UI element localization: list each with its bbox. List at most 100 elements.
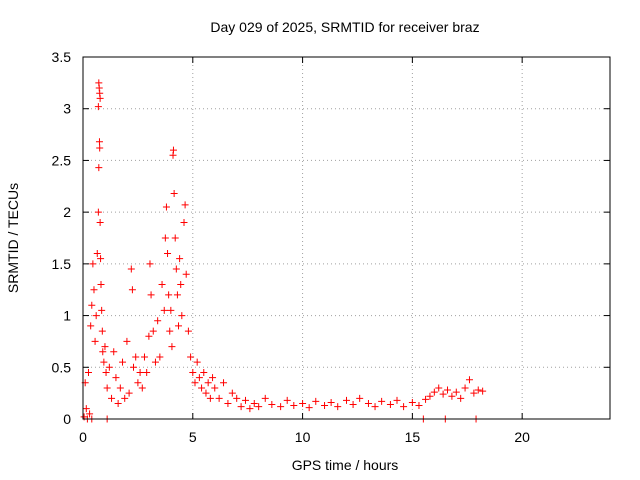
data-point (167, 306, 175, 314)
data-point (96, 218, 104, 226)
data-point (86, 410, 94, 418)
data-point (132, 353, 140, 361)
x-axis-label: GPS time / hours (292, 457, 399, 473)
data-point (160, 306, 168, 314)
data-point (457, 394, 465, 402)
data-point (228, 389, 236, 397)
data-point (98, 327, 106, 335)
x-tick-label: 15 (405, 429, 421, 445)
data-point (161, 234, 169, 242)
data-point (193, 358, 201, 366)
y-tick-label: 3 (63, 101, 71, 117)
data-point (255, 403, 263, 411)
data-point (149, 327, 157, 335)
plot-frame (82, 56, 611, 420)
data-point (89, 260, 97, 268)
data-point (299, 399, 307, 407)
data-point (200, 368, 208, 376)
data-point (128, 286, 136, 294)
data-point (356, 394, 364, 402)
data-point (195, 374, 203, 382)
data-point (393, 396, 401, 404)
data-point (91, 337, 99, 345)
data-point (327, 398, 335, 406)
data-point (125, 389, 133, 397)
data-point (116, 384, 124, 392)
data-point (250, 399, 258, 407)
data-point (215, 394, 223, 402)
data-point (224, 399, 232, 407)
data-point (145, 332, 153, 340)
data-point (127, 265, 135, 273)
data-point (95, 138, 103, 146)
data-point (154, 317, 162, 325)
data-point (99, 348, 107, 356)
data-point (435, 384, 443, 392)
data-point (198, 384, 206, 392)
data-point (211, 384, 219, 392)
data-point (290, 402, 298, 410)
data-point (181, 201, 189, 209)
data-point (191, 379, 199, 387)
y-tick-label: 2 (63, 204, 71, 220)
data-point (206, 394, 214, 402)
data-point (470, 389, 478, 397)
data-point (146, 260, 154, 268)
data-point (176, 255, 184, 263)
data-point (277, 403, 285, 411)
data-point (444, 386, 452, 394)
data-point (112, 374, 120, 382)
data-point (321, 402, 329, 410)
x-tick-label: 20 (514, 429, 530, 445)
data-point (151, 358, 159, 366)
data-point (100, 358, 108, 366)
data-point (439, 390, 447, 398)
data-point (343, 396, 350, 404)
data-point (143, 368, 151, 376)
data-point (82, 405, 90, 413)
data-point (168, 343, 176, 351)
data-point (283, 396, 291, 404)
data-point (166, 327, 174, 335)
data-point (171, 234, 179, 242)
data-point (305, 404, 313, 412)
data-point (202, 389, 210, 397)
axis-ticks: 0 5 10 15 20 0 0.5 1 1.5 2 2.5 3 3.5 (52, 49, 610, 445)
y-axis-label: SRMTID / TECUs (5, 183, 21, 293)
data-point (177, 281, 185, 289)
data-point (334, 403, 342, 411)
data-point (364, 399, 372, 407)
data-point (178, 312, 186, 320)
data-point (130, 363, 138, 371)
data-point (474, 386, 482, 394)
data-point (241, 396, 249, 404)
y-tick-label: 1 (63, 308, 71, 324)
data-point (246, 405, 254, 413)
data-point (147, 291, 155, 299)
data-point (103, 384, 111, 392)
data-point (415, 402, 423, 410)
data-point (90, 286, 98, 294)
data-point (98, 306, 106, 314)
data-point (121, 394, 129, 402)
data-point (87, 322, 95, 330)
data-point (97, 281, 105, 289)
data-point (170, 190, 178, 198)
data-point (140, 353, 148, 361)
data-point (268, 401, 276, 409)
x-tick-label: 5 (189, 429, 197, 445)
data-point (184, 327, 192, 335)
data-point (173, 291, 181, 299)
data-point (182, 270, 190, 278)
data-point (187, 353, 195, 361)
y-tick-label: 2.5 (52, 152, 72, 168)
data-point (180, 218, 188, 226)
data-point (233, 394, 241, 402)
chart-title: Day 029 of 2025, SRMTID for receiver bra… (210, 19, 479, 35)
data-point (84, 368, 92, 376)
data-point (88, 301, 96, 309)
data-point (93, 250, 101, 258)
data-point (209, 374, 217, 382)
data-point (408, 398, 416, 406)
